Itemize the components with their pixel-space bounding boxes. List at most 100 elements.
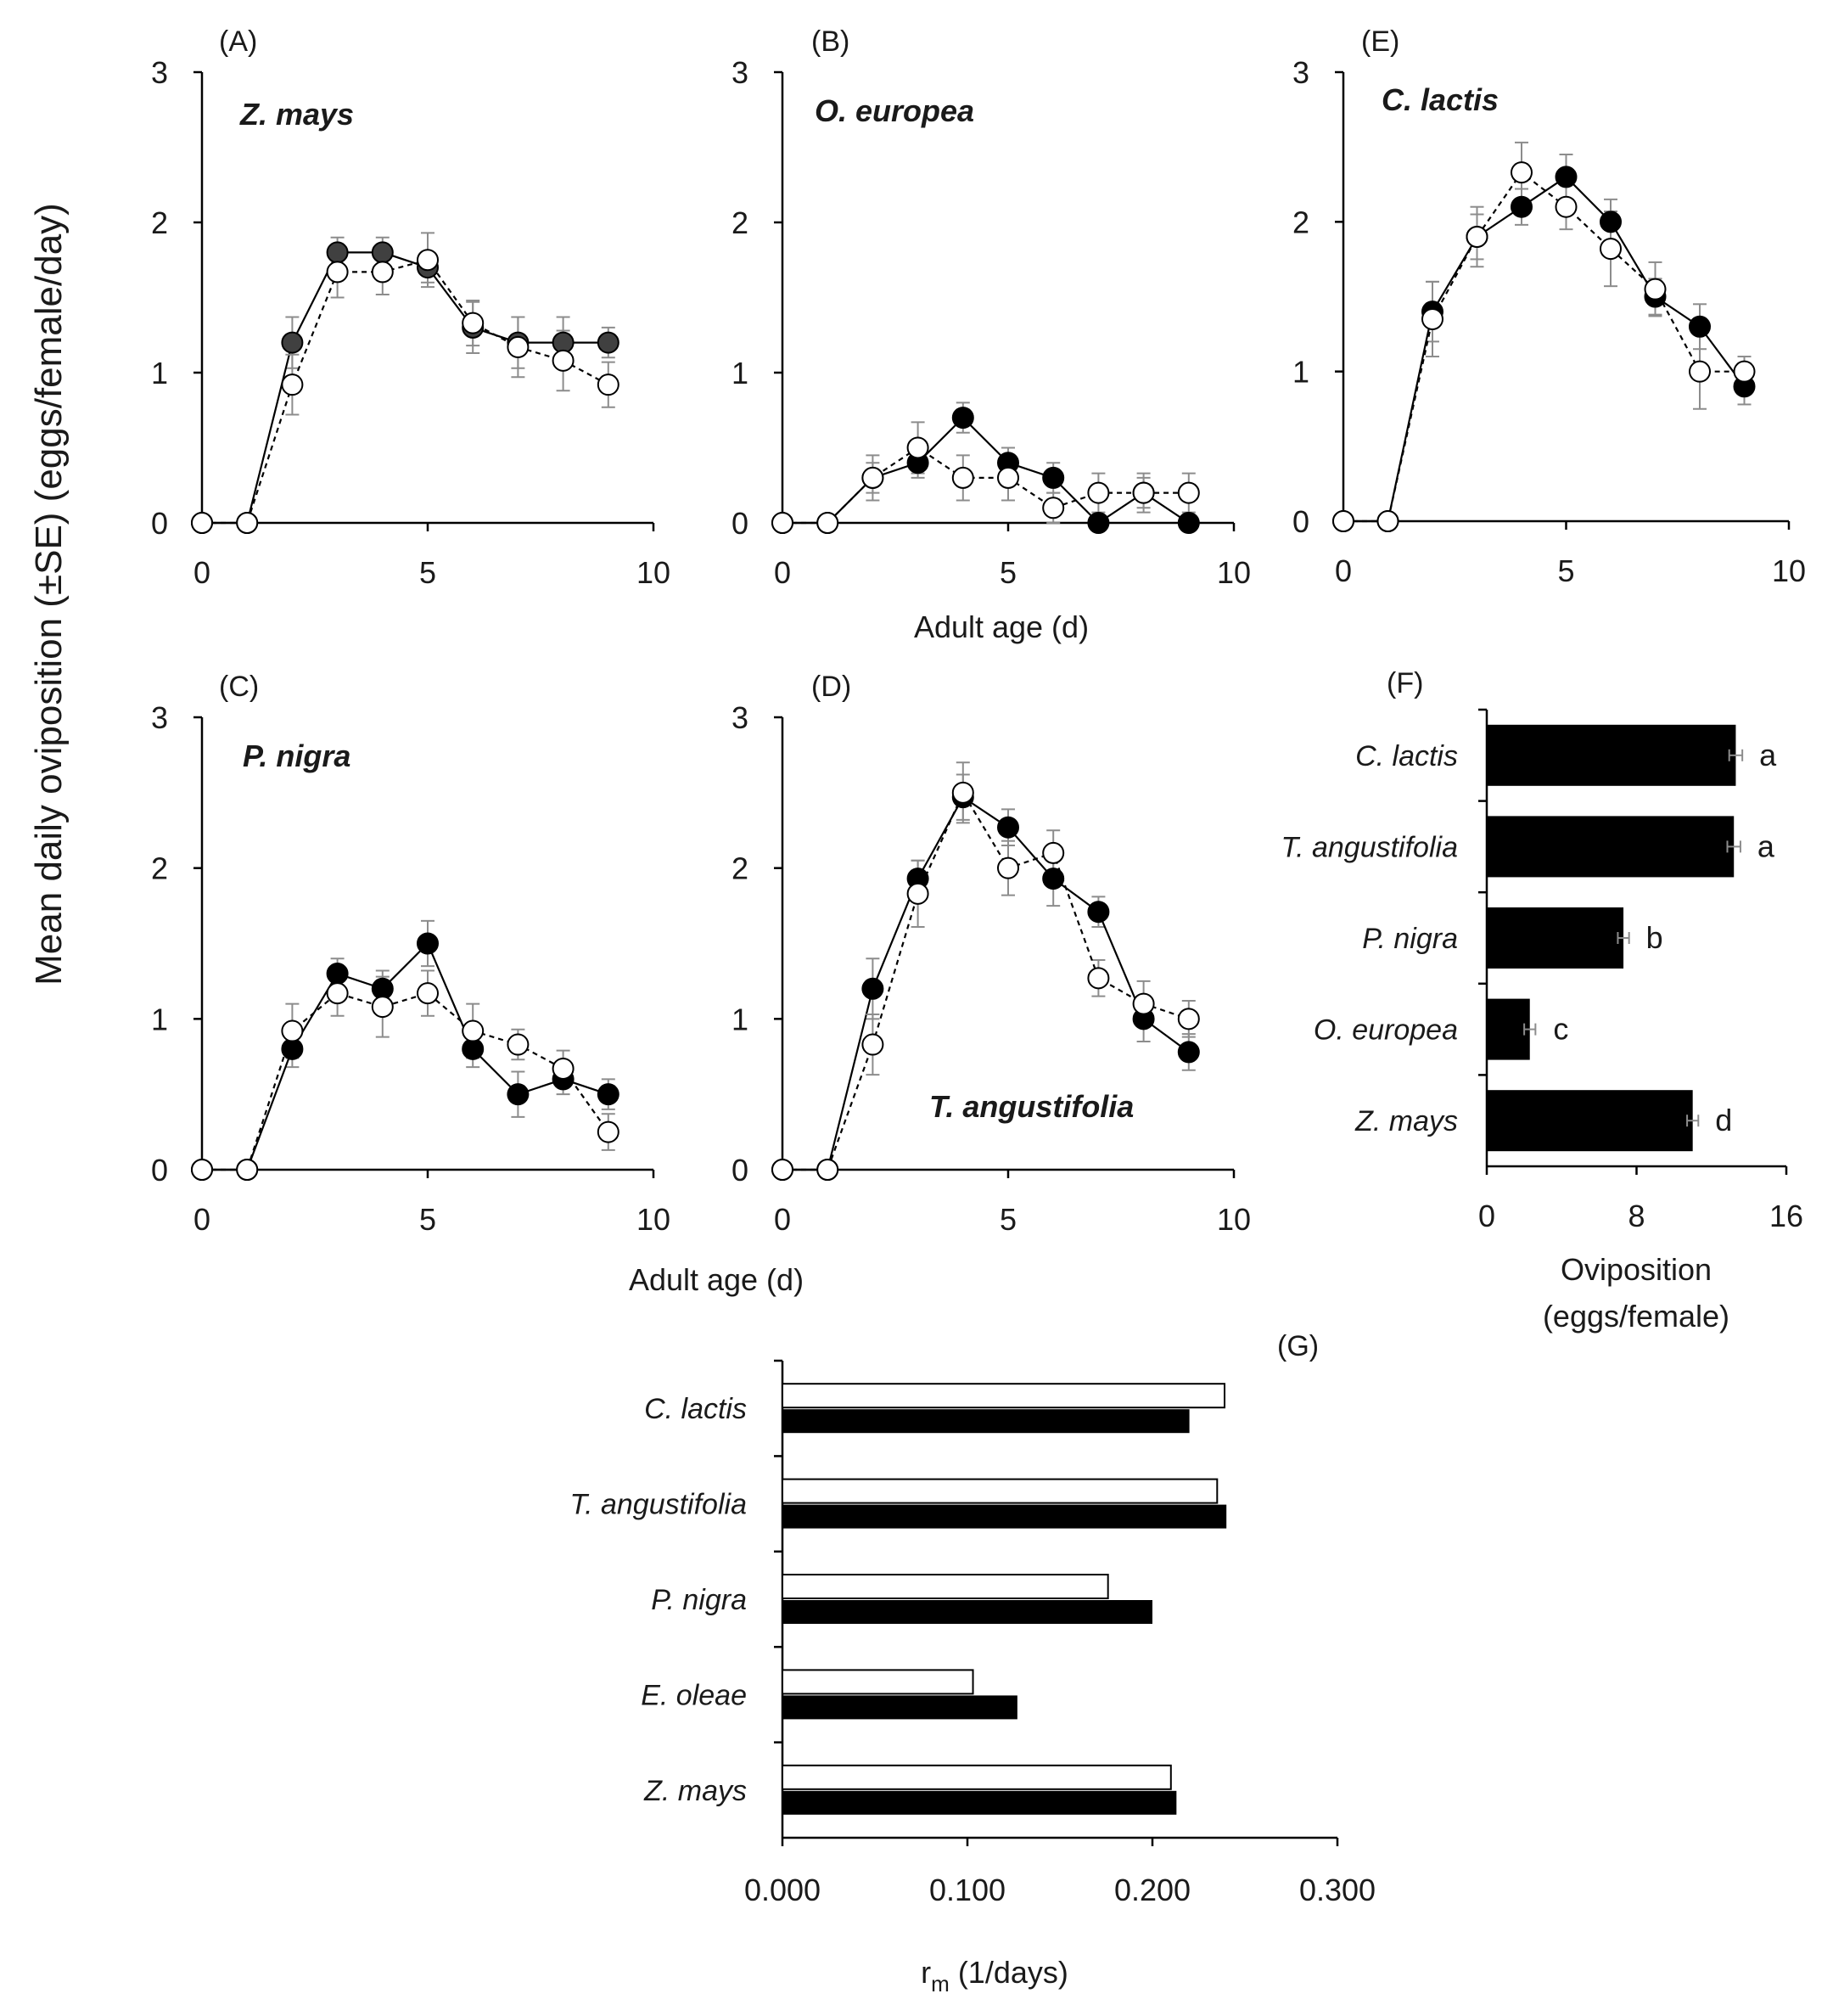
data-point-filled xyxy=(1600,211,1622,233)
x-tick-label: 5 xyxy=(1000,555,1017,590)
data-point-open xyxy=(462,312,485,334)
bar-filled xyxy=(782,1790,1177,1815)
y-tick-label: 0 xyxy=(732,1153,748,1188)
data-point-open xyxy=(771,512,793,534)
x-tick-label: 0 xyxy=(774,555,791,590)
data-point-open xyxy=(552,1057,575,1080)
x-tick-label: 0 xyxy=(193,555,210,590)
panel-D: 0 1 2 3 0 5 10 (D) T. angustifolia xyxy=(732,671,1251,1237)
bar xyxy=(1487,907,1624,969)
x-tick-label: 16 xyxy=(1769,1199,1803,1233)
data-point-open xyxy=(1042,497,1065,519)
data-point-open xyxy=(236,1159,259,1181)
data-point-filled xyxy=(326,963,349,986)
series-line-filled xyxy=(782,795,1190,1171)
bar xyxy=(1487,724,1736,786)
data-point-open xyxy=(1132,992,1155,1015)
data-point-open xyxy=(417,249,439,272)
data-point-open xyxy=(507,1033,530,1056)
y-tick-label: 3 xyxy=(151,700,168,735)
series-filled xyxy=(1343,153,1752,523)
data-point-filled xyxy=(997,816,1019,839)
x-tick-label: 10 xyxy=(1217,1202,1251,1237)
data-point-open xyxy=(236,512,259,534)
data-point-open xyxy=(771,1159,793,1181)
data-point-open xyxy=(1132,481,1155,504)
x-tick-label: 10 xyxy=(636,555,670,590)
panel-label: (C) xyxy=(219,671,259,703)
x-axis-title: (eggs/female) xyxy=(1543,1299,1729,1334)
category-label: T. angustifolia xyxy=(1281,831,1458,863)
x-tick-label: 10 xyxy=(1772,553,1806,588)
data-point-open xyxy=(462,1019,485,1042)
data-point-filled xyxy=(371,241,394,264)
panel-label: (F) xyxy=(1387,667,1423,699)
data-point-open xyxy=(326,261,349,284)
series-open xyxy=(202,232,615,525)
y-tick-label: 1 xyxy=(151,1002,168,1036)
series-filled xyxy=(782,402,1190,525)
significance-letter: d xyxy=(1715,1103,1732,1137)
data-point-filled xyxy=(597,331,619,354)
data-point-open xyxy=(507,335,530,358)
bar-filled xyxy=(782,1600,1152,1624)
data-point-filled xyxy=(417,932,439,955)
data-point-filled xyxy=(951,407,974,430)
x-tick-label: 8 xyxy=(1628,1199,1645,1233)
y-tick-label: 2 xyxy=(151,205,168,240)
category-label: Z. mays xyxy=(1354,1105,1458,1137)
category-label: P. nigra xyxy=(651,1584,747,1616)
x-axis-title: rm (1/days) xyxy=(921,1955,1068,1996)
panel-G: (G) C. lactis T. angustifolia P. nigra E. ol… xyxy=(569,1330,1376,1996)
panel-label: (G) xyxy=(1277,1330,1319,1362)
panel-label: (E) xyxy=(1361,25,1399,58)
x-tick-label: 0 xyxy=(1478,1199,1495,1233)
y-tick-label: 3 xyxy=(732,700,748,735)
x-tick-label: 5 xyxy=(419,555,436,590)
data-point-filled xyxy=(1555,166,1578,188)
x-tick-label: 5 xyxy=(419,1202,436,1237)
data-point-open xyxy=(906,436,929,459)
data-point-open xyxy=(597,373,619,396)
data-point-open xyxy=(816,1159,839,1181)
significance-letter: a xyxy=(1759,738,1777,772)
series-open xyxy=(1343,141,1752,523)
data-point-open xyxy=(1087,967,1110,990)
panel-label: (B) xyxy=(811,25,849,58)
x-tick-label: 0 xyxy=(1335,553,1352,588)
y-tick-label: 2 xyxy=(732,851,748,886)
x-axis-title-subscript: m xyxy=(931,1971,950,1996)
series-line-filled xyxy=(1343,176,1746,523)
bar xyxy=(1487,816,1735,878)
series-line-filled xyxy=(202,251,608,525)
category-label: P. nigra xyxy=(1362,923,1458,955)
data-point-open xyxy=(597,1120,619,1143)
data-point-open xyxy=(951,781,974,804)
data-point-filled xyxy=(861,977,884,1000)
y-tick-label: 3 xyxy=(1292,55,1309,90)
data-point-open xyxy=(1332,510,1354,532)
category-label: E. oleae xyxy=(641,1679,747,1711)
data-point-open xyxy=(1376,510,1399,532)
data-point-open xyxy=(371,261,394,284)
data-point-open xyxy=(281,1019,304,1042)
x-tick-label: 0.200 xyxy=(1114,1873,1191,1907)
data-point-open xyxy=(1087,481,1110,504)
species-label: O. europea xyxy=(815,93,974,128)
series-line-open xyxy=(202,258,609,525)
data-point-open xyxy=(861,466,884,489)
data-point-filled xyxy=(1042,466,1065,489)
data-point-open xyxy=(552,349,575,372)
data-point-open xyxy=(1644,278,1667,300)
series-filled xyxy=(202,919,615,1171)
bar-open xyxy=(782,1383,1226,1409)
data-point-open xyxy=(997,856,1019,879)
data-point-open xyxy=(861,1033,884,1056)
data-point-open xyxy=(326,982,349,1005)
data-point-open xyxy=(1600,238,1622,261)
panel-label: (D) xyxy=(811,671,851,703)
data-point-open xyxy=(417,982,439,1005)
y-tick-label: 0 xyxy=(151,506,168,541)
y-tick-label: 3 xyxy=(151,55,168,90)
